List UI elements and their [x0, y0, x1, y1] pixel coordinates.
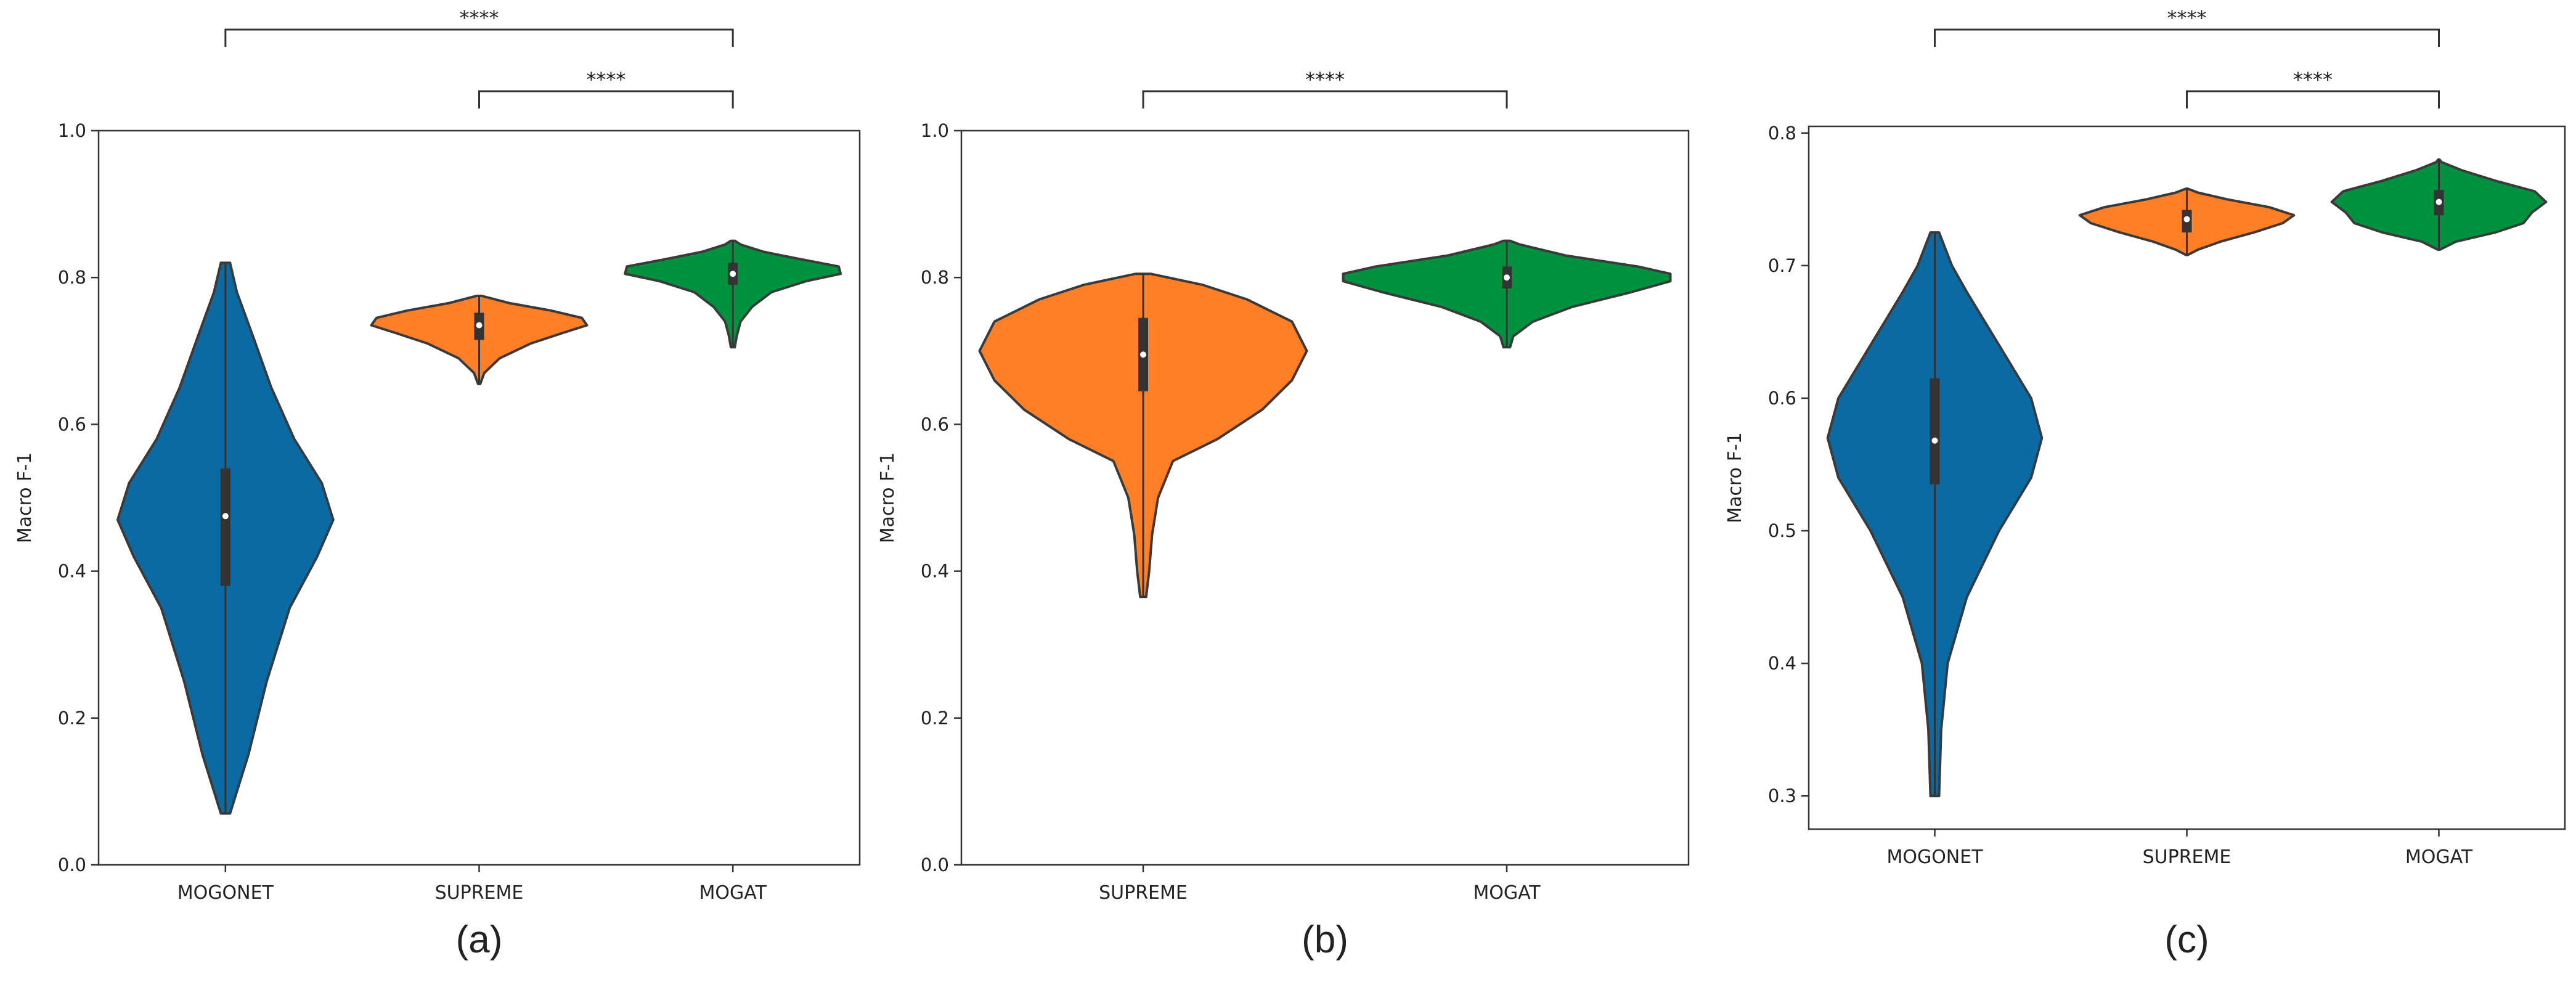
significance-bracket: **** — [1934, 6, 2440, 47]
violin-median-dot — [2435, 198, 2442, 205]
x-category-label: MOGAT — [2405, 846, 2473, 868]
panel-b: 0.0 0.2 0.4 0.6 0.8 1.0 Macro F-1 SUPREME MOGAT *… — [877, 68, 1690, 961]
significance-bracket: **** — [2186, 68, 2440, 108]
y-tick-label: 0.5 — [1768, 520, 1796, 541]
violin-supreme — [978, 272, 1308, 599]
violin-median-dot — [730, 271, 736, 277]
y-tick-label: 0.6 — [1768, 388, 1796, 409]
significance-bracket: **** — [224, 6, 734, 47]
bracket-line — [2186, 90, 2440, 108]
violin-mogonet — [116, 261, 335, 815]
y-tick-label: 0.4 — [1768, 653, 1796, 674]
violin-supreme — [370, 295, 589, 385]
violin-median-dot — [1140, 351, 1146, 358]
x-category-label: MOGAT — [699, 882, 767, 904]
significance-label: **** — [586, 68, 626, 91]
y-tick-label: 0.2 — [58, 708, 86, 729]
significance-label: **** — [2167, 6, 2207, 30]
violin-iqr-box — [220, 468, 230, 586]
y-tick-label: 0.8 — [58, 267, 86, 288]
violin-mogonet — [1826, 231, 2044, 798]
violin-median-dot — [476, 322, 483, 329]
violin-mogat — [2330, 158, 2548, 251]
y-tick-label: 0.0 — [58, 854, 86, 875]
panel-label: (b) — [1302, 918, 1348, 961]
violin-median-dot — [1504, 274, 1510, 281]
x-category-label: SUPREME — [435, 882, 524, 904]
bracket-line — [1934, 28, 2440, 47]
violin-median-dot — [2183, 216, 2190, 223]
bracket-line — [478, 90, 734, 108]
y-tick-label: 0.0 — [921, 854, 949, 875]
plot-frame — [960, 129, 1690, 866]
x-category-label: SUPREME — [2143, 846, 2232, 868]
y-tick-label: 0.6 — [921, 414, 949, 435]
x-category-label: MOGONET — [1886, 846, 1983, 868]
panel-label: (c) — [2164, 918, 2209, 961]
y-tick-label: 0.3 — [1768, 785, 1796, 806]
y-tick-label: 0.8 — [1768, 123, 1796, 144]
violin-supreme — [2078, 187, 2296, 256]
y-tick-label: 1.0 — [921, 120, 949, 141]
y-tick-label: 0.7 — [1768, 255, 1796, 276]
y-tick-label: 0.2 — [921, 708, 949, 729]
violin-iqr-box — [1930, 378, 1940, 485]
bracket-line — [1142, 90, 1508, 108]
x-category-label: SUPREME — [1099, 882, 1188, 904]
y-axis-title: Macro F-1 — [1724, 432, 1746, 523]
x-category-label: MOGAT — [1473, 882, 1541, 904]
y-tick-label: 0.6 — [58, 414, 86, 435]
significance-bracket: **** — [478, 68, 734, 108]
violin-median-dot — [222, 513, 229, 520]
y-tick-label: 0.4 — [58, 561, 86, 582]
significance-label: **** — [460, 6, 499, 30]
y-tick-label: 0.8 — [921, 267, 949, 288]
bracket-line — [224, 28, 734, 47]
significance-label: **** — [1305, 68, 1345, 91]
panel-c: 0.3 0.4 0.5 0.6 0.7 0.8 Macro F-1 MOGONET SUPREM… — [1724, 6, 2566, 961]
y-tick-label: 0.4 — [921, 561, 949, 582]
violin-mogat — [624, 239, 842, 349]
violin-mogat — [1342, 239, 1672, 349]
y-tick-label: 1.0 — [58, 120, 86, 141]
significance-bracket: **** — [1142, 68, 1508, 108]
y-axis-title: Macro F-1 — [877, 452, 899, 544]
panel-label: (a) — [456, 918, 503, 961]
panel-a: 0.0 0.2 0.4 0.6 0.8 1.0 Macro F-1 MOGONET SUPREM… — [14, 6, 861, 961]
y-axis-title: Macro F-1 — [14, 452, 36, 544]
x-category-label: MOGONET — [177, 882, 274, 904]
significance-label: **** — [2293, 68, 2333, 91]
violin-median-dot — [1931, 437, 1938, 444]
